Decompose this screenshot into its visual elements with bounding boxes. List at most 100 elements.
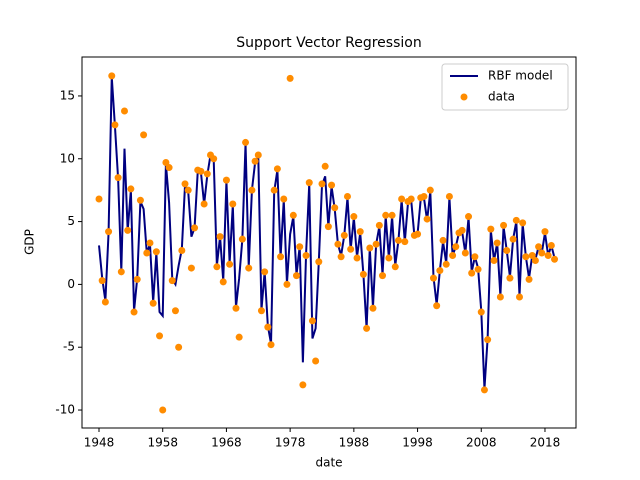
x-tick-label: 1968 <box>211 436 242 450</box>
data-point <box>210 155 218 163</box>
data-point <box>130 308 138 316</box>
data-point <box>191 224 199 232</box>
data-point <box>474 265 482 273</box>
data-point <box>391 263 399 271</box>
data-point <box>95 195 103 203</box>
data-point <box>302 252 310 260</box>
data-point <box>321 162 329 170</box>
data-point <box>203 170 211 178</box>
data-point <box>353 254 361 262</box>
data-point <box>503 246 511 254</box>
data-point <box>433 302 441 310</box>
data-point <box>101 298 109 306</box>
data-point <box>168 277 176 285</box>
y-tick-label: -10 <box>55 403 75 417</box>
x-tick-label: 1998 <box>402 436 433 450</box>
data-point <box>251 157 259 165</box>
data-point <box>235 333 243 341</box>
data-point <box>149 299 157 307</box>
data-point <box>445 192 453 200</box>
data-point <box>401 238 409 246</box>
data-point <box>171 307 179 315</box>
data-point <box>159 406 167 414</box>
data-point <box>187 264 195 272</box>
data-point <box>248 186 256 194</box>
data-point <box>296 243 304 251</box>
data-point <box>114 174 122 182</box>
data-point <box>181 180 189 188</box>
data-point <box>337 253 345 261</box>
y-tick-label: 10 <box>60 151 75 165</box>
data-point <box>334 240 342 248</box>
data-point <box>496 293 504 301</box>
data-point <box>229 200 237 208</box>
data-point <box>124 226 132 234</box>
data-point <box>156 332 164 340</box>
data-point <box>165 164 173 172</box>
data-point <box>468 269 476 277</box>
data-point <box>324 223 332 231</box>
data-point <box>312 357 320 365</box>
data-point <box>449 252 457 260</box>
data-point <box>257 307 265 315</box>
data-point <box>264 323 272 331</box>
data-point <box>232 304 240 312</box>
data-point <box>254 151 262 159</box>
data-point <box>242 138 250 146</box>
data-point <box>133 275 141 283</box>
data-point <box>551 255 559 263</box>
data-point <box>152 248 160 256</box>
x-tick-label: 1948 <box>84 436 115 450</box>
data-point <box>343 192 351 200</box>
data-point <box>493 239 501 247</box>
data-point <box>522 253 530 261</box>
data-point <box>350 213 358 221</box>
data-point <box>407 195 415 203</box>
x-tick-label: 2018 <box>530 436 561 450</box>
data-point <box>423 215 431 223</box>
data-point <box>175 343 183 351</box>
data-point <box>280 195 288 203</box>
data-point <box>515 293 523 301</box>
data-point <box>328 181 336 189</box>
data-point <box>487 225 495 233</box>
data-point <box>414 230 422 238</box>
data-point <box>366 244 374 252</box>
data-point <box>270 186 278 194</box>
data-point <box>519 219 527 227</box>
legend-label: RBF model <box>488 69 553 83</box>
data-point <box>385 254 393 262</box>
data-point <box>105 228 113 236</box>
data-point <box>111 121 119 129</box>
data-point <box>528 252 536 260</box>
y-tick-label: 15 <box>60 88 75 102</box>
data-point <box>461 249 469 257</box>
data-point <box>439 236 447 244</box>
data-point <box>394 236 402 244</box>
legend-marker <box>460 93 468 101</box>
data-point <box>277 253 285 261</box>
data-point <box>490 257 498 265</box>
data-point <box>308 317 316 325</box>
data-point <box>535 243 543 251</box>
data-point <box>108 72 116 80</box>
legend-label: data <box>488 90 515 104</box>
x-tick-label: 1988 <box>339 436 370 450</box>
data-point <box>146 239 154 247</box>
data-point <box>375 221 383 229</box>
data-point <box>197 167 205 175</box>
data-point <box>340 231 348 239</box>
x-tick-label: 1958 <box>147 436 178 450</box>
data-point <box>359 270 367 278</box>
data-point <box>509 235 517 243</box>
y-tick-label: -5 <box>63 340 75 354</box>
data-point <box>143 249 151 257</box>
data-point <box>200 200 208 208</box>
data-point <box>477 308 485 316</box>
data-point <box>544 252 552 260</box>
data-point <box>273 165 281 173</box>
y-tick-label: 0 <box>67 277 75 291</box>
data-point <box>127 185 135 193</box>
data-point <box>238 235 246 243</box>
